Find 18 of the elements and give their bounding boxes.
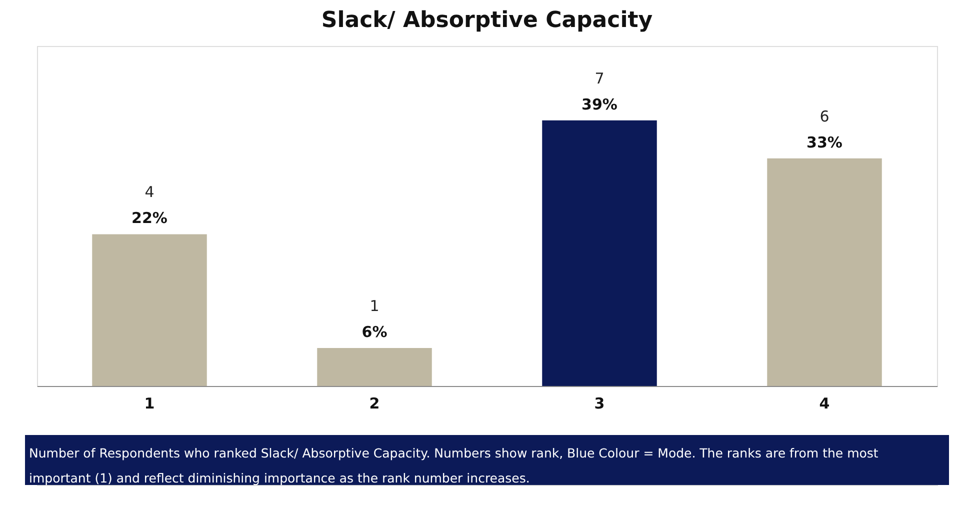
x-tick-label: 3 [594,394,605,412]
data-label: 4 [144,183,154,202]
bar [542,120,657,386]
bar [92,234,207,386]
annotation: 6% [362,323,388,342]
bar [767,158,882,386]
text: Number of Respondents who ranked Slack/ Absorptive Capacity. Numbers show rank, Blue Colour = Mode. The ranks are from the most important (1) and reflect diminishing importance as the rank number increases. [29,446,878,486]
data-label: 6 [820,107,830,126]
annotation: 39% [582,95,618,114]
data-label: 1 [370,297,380,316]
data-label: 7 [594,69,604,88]
chart-title: Slack/ Absorptive Capacity [321,8,653,33]
annotation: 22% [132,209,168,228]
bar [317,348,432,386]
x-tick-label: 2 [369,394,380,412]
x-tick-label: 4 [819,394,830,412]
annotation: 33% [806,133,842,152]
x-tick-label: 1 [144,394,155,412]
